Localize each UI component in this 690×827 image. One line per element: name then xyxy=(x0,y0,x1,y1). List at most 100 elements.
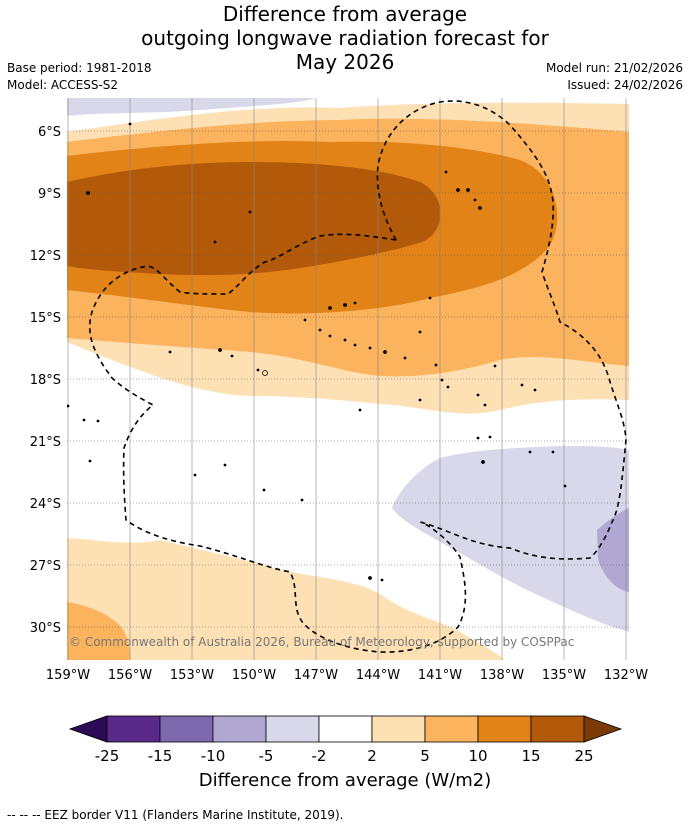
island xyxy=(223,463,227,467)
island xyxy=(353,301,357,305)
island xyxy=(383,350,387,354)
island xyxy=(353,343,357,347)
title-line-1: Difference from average xyxy=(222,2,468,26)
colorbar-tick: -2 xyxy=(312,747,327,765)
copyright-text: © Commonwealth of Australia 2026, Bureau… xyxy=(69,635,574,649)
lat-label: 27°S xyxy=(30,559,61,574)
island xyxy=(466,188,470,192)
latitude-labels: 6°S 9°S 12°S 15°S 18°S 21°S 24°S 27°S 30… xyxy=(30,125,61,636)
island xyxy=(418,398,422,402)
colorbar-cell xyxy=(159,715,214,743)
island xyxy=(248,210,252,214)
island xyxy=(230,354,234,358)
island xyxy=(403,356,407,360)
issued-date: Issued: 24/02/2026 xyxy=(567,78,683,92)
island xyxy=(213,240,217,244)
lon-label: 141°W xyxy=(418,668,462,683)
island xyxy=(88,459,92,463)
colorbar-tick: 2 xyxy=(367,747,377,765)
colorbar-cell xyxy=(212,715,267,743)
colorbar: -25 -15 -10 -5 -2 2 5 10 15 25 xyxy=(68,715,623,765)
colorbar-cell xyxy=(318,715,373,743)
island xyxy=(520,383,524,387)
island xyxy=(358,408,362,412)
lon-label: 144°W xyxy=(356,668,400,683)
island xyxy=(434,363,438,367)
island xyxy=(456,188,460,192)
lat-label: 24°S xyxy=(30,497,61,512)
colorbar-cell xyxy=(477,715,532,743)
island xyxy=(473,198,477,202)
model-name: Model: ACCESS-S2 xyxy=(7,78,119,92)
island xyxy=(303,318,307,322)
island xyxy=(563,484,567,488)
island xyxy=(481,460,485,464)
lon-label: 150°W xyxy=(232,668,276,683)
latitude-gridlines xyxy=(67,130,629,628)
title-line-2: outgoing longwave radiation forecast for xyxy=(141,26,549,50)
negative-anomaly-southeast xyxy=(392,446,629,632)
base-period: Base period: 1981-2018 xyxy=(7,61,152,75)
lat-label: 6°S xyxy=(38,125,61,140)
lon-label: 159°W xyxy=(46,668,90,683)
island xyxy=(86,191,90,195)
island xyxy=(218,348,222,352)
lat-label: 15°S xyxy=(30,311,61,326)
meta-right: Model run: 21/02/2026 Issued: 24/02/2026 xyxy=(546,60,683,94)
island xyxy=(476,436,480,440)
model-run: Model run: 21/02/2026 xyxy=(545,61,683,75)
colorbar-ticks: -25 -15 -10 -5 -2 2 5 10 15 25 xyxy=(95,747,594,765)
island xyxy=(168,350,172,354)
lat-label: 30°S xyxy=(30,621,61,636)
colorbar-tick: 25 xyxy=(574,747,593,765)
island xyxy=(478,206,482,210)
lat-label: 18°S xyxy=(30,373,61,388)
island xyxy=(528,450,532,454)
island xyxy=(256,368,260,372)
colorbar-tick: -15 xyxy=(148,747,173,765)
colorbar-cell xyxy=(371,715,426,743)
colorbar-tick: -25 xyxy=(95,747,120,765)
island xyxy=(300,498,304,502)
title-line-3: May 2026 xyxy=(295,50,395,74)
island xyxy=(444,170,448,174)
island xyxy=(380,578,384,582)
colorbar-tick: -5 xyxy=(259,747,274,765)
island xyxy=(440,378,444,382)
colorbar-tick: 10 xyxy=(468,747,487,765)
island xyxy=(488,435,492,439)
island xyxy=(193,473,197,477)
longitude-gridlines xyxy=(67,98,627,660)
positive-anomaly-south-corner xyxy=(67,602,130,660)
negative-anomaly-top xyxy=(67,98,315,116)
colorbar-tick: 5 xyxy=(420,747,430,765)
lon-label: 147°W xyxy=(294,668,338,683)
lat-label: 21°S xyxy=(30,435,61,450)
lon-label: 153°W xyxy=(170,668,214,683)
negative-anomaly-core xyxy=(597,508,629,592)
island xyxy=(67,404,70,408)
island xyxy=(368,576,372,580)
island xyxy=(262,488,266,492)
colorbar-under-arrow xyxy=(68,715,108,743)
colorbar-tick: 15 xyxy=(521,747,540,765)
islands xyxy=(67,122,567,582)
lon-label: 132°W xyxy=(604,668,648,683)
lon-label: 138°W xyxy=(480,668,524,683)
colorbar-cell xyxy=(106,715,161,743)
meta-left: Base period: 1981-2018 Model: ACCESS-S2 xyxy=(7,60,152,94)
island xyxy=(262,370,268,376)
lon-label: 135°W xyxy=(542,668,586,683)
island xyxy=(82,418,86,422)
lat-label: 9°S xyxy=(38,187,61,202)
eez-border-french-polynesia xyxy=(88,233,467,653)
chart-title: Difference from average outgoing longwav… xyxy=(0,2,690,74)
colorbar-over-arrow xyxy=(583,715,623,743)
island xyxy=(368,346,372,350)
island xyxy=(428,296,432,300)
island xyxy=(418,330,422,334)
island xyxy=(318,328,322,332)
longitude-labels: 159°W 156°W 153°W 150°W 147°W 144°W 141°… xyxy=(46,668,648,683)
island xyxy=(96,419,100,423)
